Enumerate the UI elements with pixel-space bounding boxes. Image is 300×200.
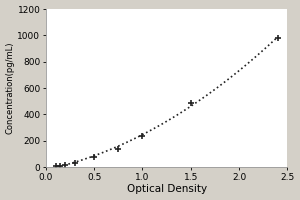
X-axis label: Optical Density: Optical Density — [127, 184, 207, 194]
Y-axis label: Concentration(pg/mL): Concentration(pg/mL) — [6, 42, 15, 134]
